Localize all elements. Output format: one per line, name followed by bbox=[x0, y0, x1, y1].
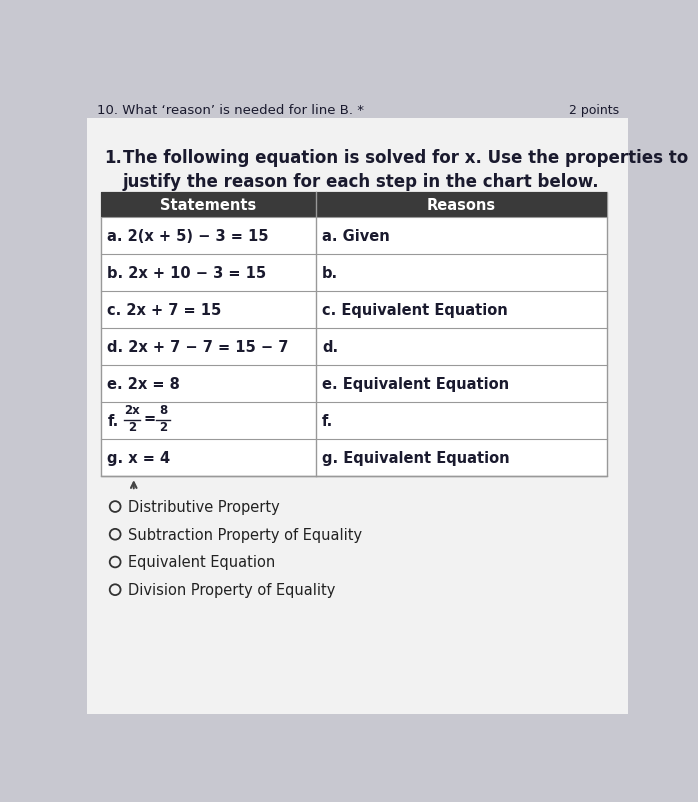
Text: 2: 2 bbox=[128, 420, 136, 433]
Text: d. 2x + 7 − 7 = 15 − 7: d. 2x + 7 − 7 = 15 − 7 bbox=[107, 339, 289, 354]
Text: Reasons: Reasons bbox=[426, 198, 496, 213]
FancyBboxPatch shape bbox=[101, 193, 607, 476]
Text: 1.: 1. bbox=[104, 148, 122, 167]
Text: e. Equivalent Equation: e. Equivalent Equation bbox=[322, 376, 510, 391]
Text: d.: d. bbox=[322, 339, 339, 354]
Text: Statements: Statements bbox=[161, 198, 257, 213]
Text: =: = bbox=[143, 411, 156, 426]
Text: c. 2x + 7 = 15: c. 2x + 7 = 15 bbox=[107, 302, 222, 318]
Text: b. 2x + 10 − 3 = 15: b. 2x + 10 − 3 = 15 bbox=[107, 265, 267, 281]
Text: g. Equivalent Equation: g. Equivalent Equation bbox=[322, 450, 510, 465]
Text: f.: f. bbox=[322, 413, 334, 428]
Text: The following equation is solved for x. Use the properties to
justify the reason: The following equation is solved for x. … bbox=[123, 148, 688, 191]
Text: 2 points: 2 points bbox=[569, 103, 619, 116]
Text: 8: 8 bbox=[159, 404, 168, 417]
Text: a. Given: a. Given bbox=[322, 229, 389, 244]
Text: 2: 2 bbox=[159, 420, 168, 433]
Text: e. 2x = 8: e. 2x = 8 bbox=[107, 376, 180, 391]
Text: a. 2(x + 5) − 3 = 15: a. 2(x + 5) − 3 = 15 bbox=[107, 229, 269, 244]
Text: f.: f. bbox=[107, 413, 119, 428]
Text: Equivalent Equation: Equivalent Equation bbox=[128, 555, 275, 569]
Text: g. x = 4: g. x = 4 bbox=[107, 450, 170, 465]
Text: b.: b. bbox=[322, 265, 339, 281]
FancyBboxPatch shape bbox=[101, 193, 607, 218]
Text: c. Equivalent Equation: c. Equivalent Equation bbox=[322, 302, 508, 318]
Text: 10. What ‘reason’ is needed for line B. *: 10. What ‘reason’ is needed for line B. … bbox=[96, 103, 364, 116]
FancyBboxPatch shape bbox=[87, 119, 628, 714]
Text: 2x: 2x bbox=[124, 404, 140, 417]
Text: Subtraction Property of Equality: Subtraction Property of Equality bbox=[128, 527, 362, 542]
Text: Division Property of Equality: Division Property of Equality bbox=[128, 582, 335, 597]
Text: Distributive Property: Distributive Property bbox=[128, 500, 279, 514]
